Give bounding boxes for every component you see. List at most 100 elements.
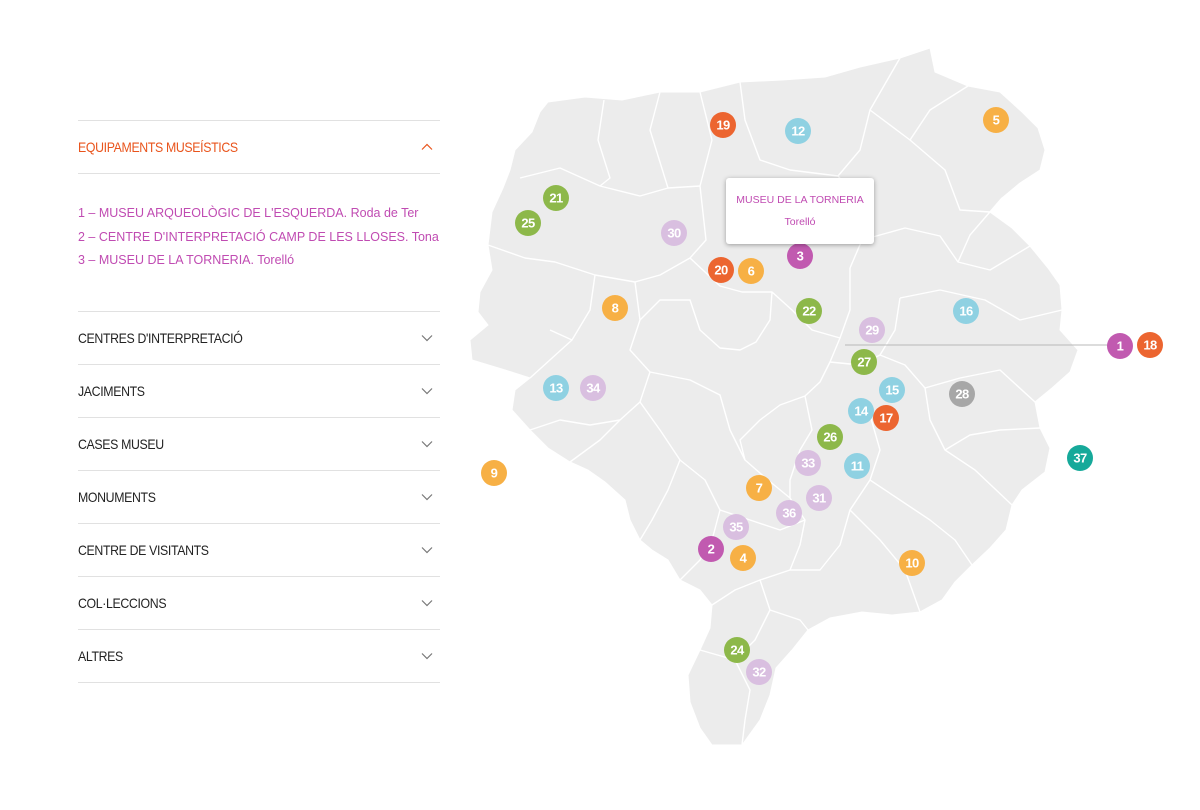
tooltip-name: MUSEU DE LA TORNERIA — [736, 194, 864, 206]
marker-label: 24 — [730, 643, 745, 658]
marker-label: 6 — [748, 264, 755, 279]
marker-label: 25 — [521, 216, 535, 231]
marker-circle — [776, 500, 802, 526]
map-marker-17[interactable]: 17 — [873, 405, 899, 431]
marker-circle — [873, 405, 899, 431]
map-marker-5[interactable]: 5 — [983, 107, 1009, 133]
map-marker-9[interactable]: 9 — [481, 460, 507, 486]
section-body: 1 – MUSEU ARQUEOLÒGIC DE L'ESQUERDA. Rod… — [78, 173, 440, 311]
map-marker-21[interactable]: 21 — [543, 185, 569, 211]
map-marker-2[interactable]: 2 — [698, 536, 724, 562]
chevron-down-icon[interactable] — [416, 327, 438, 349]
marker-label: 17 — [879, 411, 893, 426]
map-marker-34[interactable]: 34 — [580, 375, 606, 401]
section-header-altres[interactable]: ALTRES — [78, 630, 440, 682]
list-item-museu-de-la-torneria[interactable]: 3 – MUSEU DE LA TORNERIA. Torelló — [78, 253, 295, 267]
map-marker-16[interactable]: 16 — [953, 298, 979, 324]
marker-circle — [543, 375, 569, 401]
marker-circle — [795, 450, 821, 476]
chevron-down-icon[interactable] — [416, 645, 438, 667]
map-marker-3[interactable]: 3 — [787, 243, 813, 269]
section-equipaments-museistics: EQUIPAMENTS MUSEÍSTICS 1 – MUSEU ARQUEOL… — [78, 120, 440, 311]
section-header-centres-interpretacio[interactable]: CENTRES D'INTERPRETACIÓ — [78, 312, 440, 364]
marker-label: 30 — [667, 226, 681, 241]
map-marker-18[interactable]: 18 — [1137, 332, 1163, 358]
marker-circle — [806, 485, 832, 511]
marker-circle — [1137, 332, 1163, 358]
map-marker-19[interactable]: 19 — [710, 112, 736, 138]
marker-circle — [730, 545, 756, 571]
map-marker-1[interactable]: 1 — [1107, 333, 1133, 359]
map-marker-8[interactable]: 8 — [602, 295, 628, 321]
map-marker-27[interactable]: 27 — [851, 349, 877, 375]
section-title: COL·LECCIONS — [78, 594, 167, 611]
map-marker-32[interactable]: 32 — [746, 659, 772, 685]
map-marker-36[interactable]: 36 — [776, 500, 802, 526]
map-marker-33[interactable]: 33 — [795, 450, 821, 476]
marker-label: 31 — [812, 491, 826, 506]
map-marker-25[interactable]: 25 — [515, 210, 541, 236]
section-header-colleccions[interactable]: COL·LECCIONS — [78, 577, 440, 629]
map-marker-10[interactable]: 10 — [899, 550, 925, 576]
map-marker-15[interactable]: 15 — [879, 377, 905, 403]
marker-circle — [785, 118, 811, 144]
marker-circle — [708, 257, 734, 283]
chevron-up-icon[interactable] — [416, 136, 438, 158]
map-marker-22[interactable]: 22 — [796, 298, 822, 324]
marker-label: 35 — [729, 520, 743, 535]
map-marker-35[interactable]: 35 — [723, 514, 749, 540]
chevron-down-icon[interactable] — [416, 539, 438, 561]
map-marker-31[interactable]: 31 — [806, 485, 832, 511]
marker-label: 16 — [959, 304, 973, 319]
marker-label: 11 — [851, 459, 864, 474]
chevron-down-icon[interactable] — [416, 486, 438, 508]
section-jaciments: JACIMENTS — [78, 363, 440, 417]
marker-label: 7 — [756, 481, 763, 496]
map-marker-7[interactable]: 7 — [746, 475, 772, 501]
marker-label: 28 — [955, 387, 969, 402]
marker-label: 15 — [885, 383, 899, 398]
marker-circle — [844, 453, 870, 479]
chevron-down-icon[interactable] — [416, 592, 438, 614]
section-header-cases-museu[interactable]: CASES MUSEU — [78, 418, 440, 470]
section-header-equipaments-museistics[interactable]: EQUIPAMENTS MUSEÍSTICS — [78, 121, 440, 173]
marker-circle — [851, 349, 877, 375]
map-marker-37[interactable]: 37 — [1067, 445, 1093, 471]
map-tooltip: MUSEU DE LA TORNERIA Torelló — [726, 178, 874, 244]
section-header-monuments[interactable]: MONUMENTS — [78, 471, 440, 523]
marker-circle — [1107, 333, 1133, 359]
map-marker-13[interactable]: 13 — [543, 375, 569, 401]
map-marker-29[interactable]: 29 — [859, 317, 885, 343]
section-header-jaciments[interactable]: JACIMENTS — [78, 365, 440, 417]
map-marker-30[interactable]: 30 — [661, 220, 687, 246]
marker-circle — [543, 185, 569, 211]
map-marker-26[interactable]: 26 — [817, 424, 843, 450]
chevron-down-icon[interactable] — [416, 433, 438, 455]
marker-label: 22 — [802, 304, 816, 319]
section-centre-visitants: CENTRE DE VISITANTS — [78, 522, 440, 576]
section-header-centre-visitants[interactable]: CENTRE DE VISITANTS — [78, 524, 440, 576]
map-marker-6[interactable]: 6 — [738, 258, 764, 284]
map-marker-28[interactable]: 28 — [949, 381, 975, 407]
section-cases-museu: CASES MUSEU — [78, 416, 440, 470]
map-marker-20[interactable]: 20 — [708, 257, 734, 283]
map-marker-14[interactable]: 14 — [848, 398, 874, 424]
map-marker-11[interactable]: 11 — [844, 453, 870, 479]
marker-label: 36 — [782, 506, 796, 521]
marker-label: 5 — [993, 113, 1000, 128]
marker-label: 13 — [549, 381, 563, 396]
chevron-down-icon[interactable] — [416, 380, 438, 402]
marker-label: 3 — [797, 249, 804, 264]
map-marker-24[interactable]: 24 — [724, 637, 750, 663]
map-marker-12[interactable]: 12 — [785, 118, 811, 144]
marker-circle — [723, 514, 749, 540]
list-item-museu-arqueologic-esquerda[interactable]: 1 – MUSEU ARQUEOLÒGIC DE L'ESQUERDA. Rod… — [78, 206, 419, 220]
map-marker-4[interactable]: 4 — [730, 545, 756, 571]
marker-circle — [817, 424, 843, 450]
marker-label: 37 — [1073, 451, 1087, 466]
list-item-camp-de-les-lloses[interactable]: 2 – CENTRE D'INTERPRETACIÓ CAMP DE LES L… — [78, 229, 439, 244]
marker-label: 8 — [612, 301, 619, 316]
marker-label: 32 — [752, 665, 766, 680]
marker-label: 9 — [491, 466, 498, 481]
